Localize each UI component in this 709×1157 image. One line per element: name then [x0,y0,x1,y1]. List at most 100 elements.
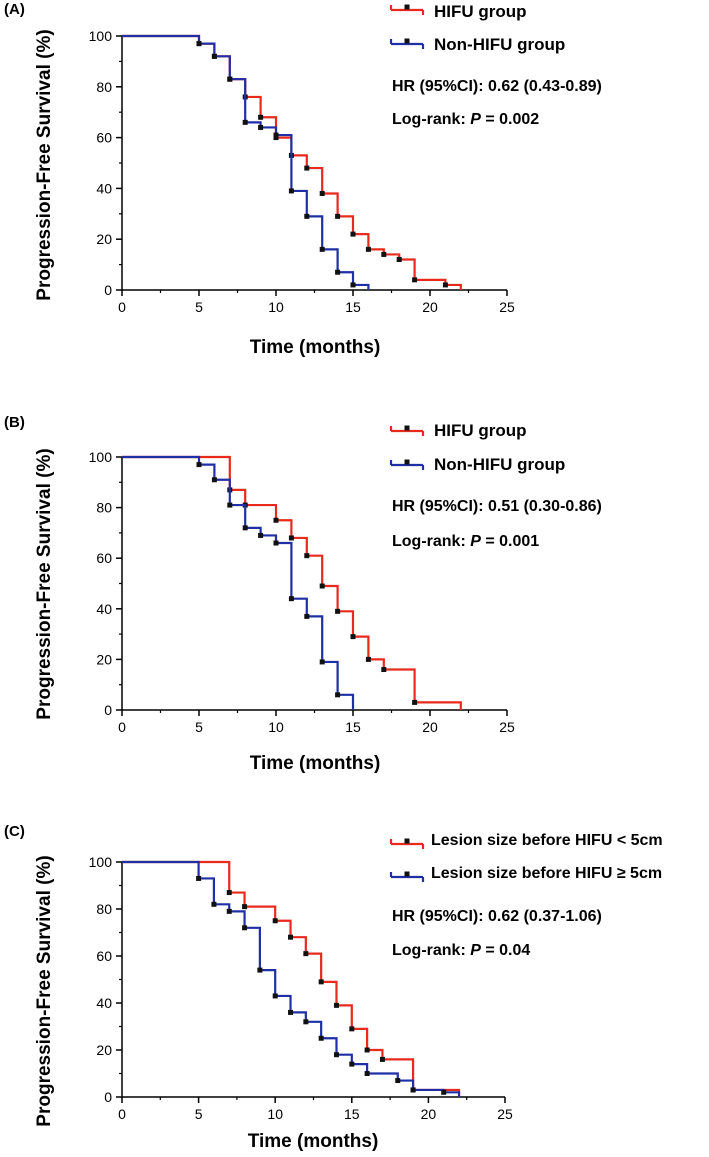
x-axis-label: Time (months) [249,337,381,358]
km-event-mark [273,517,279,523]
km-event-mark [365,656,371,662]
km-event-mark [335,269,341,275]
km-event-mark [211,477,217,483]
logrank-prefix: Log-rank: [392,111,471,128]
km-event-mark [196,41,202,47]
km-event-mark [335,608,341,614]
km-event-mark [211,901,217,907]
x-tick-label: 5 [195,299,203,315]
km-event-mark [396,257,402,263]
y-tick-label: 40 [96,995,112,1011]
y-tick-label: 100 [89,854,113,870]
legend-marker [404,459,410,465]
km-event-mark [395,1078,401,1084]
km-event-mark [273,135,279,141]
logrank-text: Log-rank: P = 0.001 [392,533,539,551]
km-panel-a: 0 20 40 60 80 100 0 5 10 15 20 25 (A) Progression-F… [0,0,709,370]
km-event-mark [196,462,202,468]
km-event-mark [381,251,387,257]
km-event-mark [442,282,448,288]
km-event-mark [288,1009,294,1015]
hazard-ratio-text: HR (95%CI): 0.62 (0.43-0.89) [392,78,602,95]
y-tick-label: 20 [96,1042,112,1058]
km-event-mark [304,213,310,219]
y-tick-label: 80 [96,79,112,95]
km-event-mark [335,213,341,219]
km-curve-red [122,860,461,1097]
panel-label: (A) [4,1,25,18]
y-tick-label: 20 [96,651,112,667]
km-event-mark [319,583,325,589]
km-event-mark [350,231,356,237]
km-panel-b: 0 20 40 60 80 100 0 5 10 15 20 25 (B) Progression-F… [0,413,709,783]
y-tick-label: 0 [104,282,112,298]
km-event-mark [365,246,371,252]
km-event-mark [318,1035,324,1041]
km-event-mark [319,246,325,252]
x-tick-label: 20 [422,719,438,735]
y-tick-label: 60 [96,130,112,146]
km-event-mark [319,190,325,196]
p-value: = 0.04 [480,942,531,959]
legend-marker [404,38,410,44]
x-tick-label: 20 [422,299,438,315]
km-event-mark [258,532,264,538]
km-event-mark [272,993,278,999]
x-tick-label: 25 [499,299,515,315]
x-tick-label: 15 [345,719,361,735]
km-event-mark [364,1047,370,1053]
y-tick-label: 0 [104,1089,112,1105]
km-event-mark [349,1061,355,1067]
x-tick-label: 20 [421,1106,437,1122]
km-plot-b: 0 20 40 60 80 100 0 5 10 15 20 25 [89,425,515,735]
y-tick-label: 100 [89,449,113,465]
x-tick-label: 10 [267,1106,283,1122]
km-event-mark [272,918,278,924]
y-tick-label: 60 [96,550,112,566]
km-panel-c: 0 20 40 60 80 100 0 5 10 15 20 25 (C) Progression-F… [0,822,709,1157]
km-curve-blue [122,455,355,710]
km-plot-c: 0 20 40 60 80 100 0 5 10 15 20 25 [89,838,513,1122]
km-event-mark [227,76,233,82]
km-event-mark [318,979,324,985]
legend-label-blue: Non-HIFU group [434,455,566,474]
legend-label-red: HIFU group [434,2,527,21]
logrank-text: Log-rank: P = 0.002 [392,111,539,129]
km-event-mark [257,967,263,973]
y-tick-label: 60 [96,948,112,964]
x-axis-label: Time (months) [247,1131,379,1152]
km-event-mark [288,596,294,602]
km-event-mark [319,659,325,665]
km-event-mark [303,1019,309,1025]
km-event-mark [304,613,310,619]
km-event-mark [350,282,356,288]
km-event-mark [273,540,279,546]
km-event-mark [333,1002,339,1008]
km-event-mark [258,124,264,130]
logrank-prefix: Log-rank: [392,942,471,959]
legend-marker [404,871,410,877]
y-tick-label: 40 [96,180,112,196]
p-value: = 0.001 [480,533,540,550]
km-event-mark [273,132,279,138]
km-event-mark [335,692,341,698]
y-tick-label: 40 [96,601,112,617]
km-plot-a: 0 20 40 60 80 100 0 5 10 15 20 25 [89,4,515,315]
km-event-mark [211,53,217,59]
legend-marker [404,425,410,431]
km-event-mark [227,502,233,508]
x-tick-label: 5 [195,719,203,735]
p-symbol: P [470,533,481,550]
km-event-mark [381,667,387,673]
km-event-mark [349,1026,355,1032]
logrank-prefix: Log-rank: [392,533,471,550]
km-event-mark [242,119,248,125]
y-tick-label: 20 [96,231,112,247]
km-event-mark [303,951,309,957]
km-event-mark [288,934,294,940]
legend-marker [404,838,410,844]
km-event-mark [226,908,232,914]
logrank-text: Log-rank: P = 0.04 [392,942,530,960]
y-axis-label: Progression-Free Survival (%) [34,855,55,1127]
km-event-mark [258,114,264,120]
